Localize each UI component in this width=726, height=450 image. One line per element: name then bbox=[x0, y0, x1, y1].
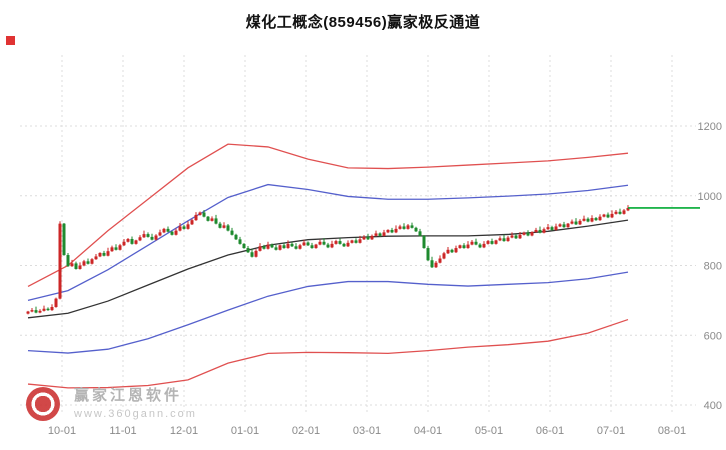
watermark-url-text: www.360gann.com bbox=[74, 407, 197, 420]
axis-labels: 400 600 800 1000 1200 10-01 11-01 12-01 01-01 02-… bbox=[48, 121, 722, 437]
gridlines bbox=[20, 55, 696, 413]
x-axis-label: 05-01 bbox=[475, 425, 503, 437]
x-axis-label: 07-01 bbox=[597, 425, 625, 437]
y-axis-label: 1200 bbox=[698, 121, 722, 133]
x-axis-label: 01-01 bbox=[231, 425, 259, 437]
x-axis-label: 06-01 bbox=[536, 425, 564, 437]
channel-outer-lower-red bbox=[27, 318, 629, 389]
chart-title: 煤化工概念(859456)赢家极反通道 bbox=[245, 14, 481, 31]
x-axis-label: 03-01 bbox=[353, 425, 381, 437]
channel-outer-upper-red bbox=[27, 143, 629, 288]
candles-series bbox=[26, 205, 630, 315]
channel-inner-lower-blue bbox=[27, 271, 629, 354]
x-axis-label: 08-01 bbox=[658, 425, 686, 437]
x-axis-label: 12-01 bbox=[170, 425, 198, 437]
x-axis-label: 02-01 bbox=[292, 425, 320, 437]
watermark-brand-text: 赢家江恩软件 bbox=[74, 387, 183, 405]
channel-mid-black bbox=[27, 219, 629, 319]
y-axis-label: 1000 bbox=[698, 191, 722, 203]
x-axis-label: 10-01 bbox=[48, 425, 76, 437]
channel-inner-upper-blue bbox=[27, 183, 629, 302]
winner-gann-logo-icon bbox=[26, 387, 60, 421]
x-axis-label: 11-01 bbox=[109, 425, 136, 437]
y-axis-label: 800 bbox=[704, 261, 722, 273]
red-marker bbox=[6, 36, 15, 45]
y-axis-label: 600 bbox=[704, 330, 722, 342]
watermark: 赢家江恩软件 www.360gann.com bbox=[26, 387, 197, 421]
x-axis-label: 04-01 bbox=[414, 425, 442, 437]
y-axis-label: 400 bbox=[704, 400, 722, 412]
watermark-texts: 赢家江恩软件 www.360gann.com bbox=[74, 388, 197, 420]
